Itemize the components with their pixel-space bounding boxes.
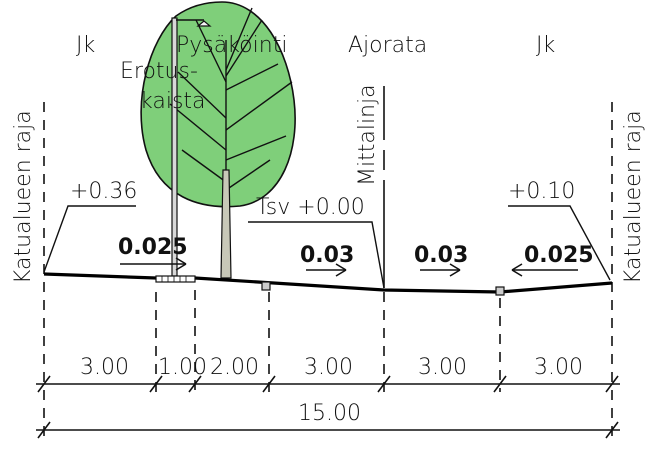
slope-4: 0.025 — [511, 243, 594, 277]
katualueen-raja-left-label: Katualueen raja — [11, 110, 36, 284]
katualueen-raja-right-label: Katualueen raja — [621, 110, 646, 284]
tree-branches — [169, 7, 293, 276]
elevation-right: +0.10 — [508, 179, 611, 281]
erotuskaista-label-line2: kaista — [140, 89, 206, 114]
section-label-jk-left: Jk — [76, 33, 95, 58]
tree-illustration — [140, 1, 296, 279]
dimension-line-segments — [36, 375, 620, 393]
erotuskaista-label-line1: Erotus- — [120, 59, 198, 84]
slope-2-value: 0.03 — [300, 243, 354, 268]
elevation-left-value: +0.36 — [70, 179, 137, 204]
road-surface — [43, 272, 613, 296]
dimension-3: 2.00 — [210, 355, 259, 380]
elevation-right-value: +0.10 — [508, 179, 575, 204]
section-label-jk-right: Jk — [536, 33, 555, 58]
slope-3-value: 0.03 — [414, 243, 468, 268]
curb-stone — [495, 286, 505, 296]
tsv-label: Tsv +0.00 — [256, 195, 365, 220]
slope-1-value: 0.025 — [118, 235, 188, 260]
dimension-1: 3.00 — [80, 355, 129, 380]
dimension-line-total — [36, 421, 620, 439]
section-label-ajorata: Ajorata — [348, 33, 427, 58]
dimension-total: 15.00 — [298, 401, 361, 426]
mittalinja-label: Mittalinja — [355, 84, 380, 186]
dimension-5: 3.00 — [418, 355, 467, 380]
curb-stone — [261, 281, 271, 291]
tree-trunk — [220, 169, 232, 279]
dimension-6: 3.00 — [534, 355, 583, 380]
slope-4-value: 0.025 — [524, 243, 594, 268]
slope-2: 0.03 — [300, 243, 354, 277]
dimension-2: 1.00 — [158, 355, 207, 380]
slope-3: 0.03 — [414, 243, 468, 277]
tsv-reference: Tsv +0.00 — [248, 195, 385, 289]
dimension-4: 3.00 — [304, 355, 353, 380]
elevation-left: +0.36 — [43, 179, 137, 273]
separation-strip — [155, 275, 196, 283]
slope-1: 0.025 — [118, 235, 188, 271]
section-label-pysakointi: Pysäköinti — [176, 33, 287, 58]
